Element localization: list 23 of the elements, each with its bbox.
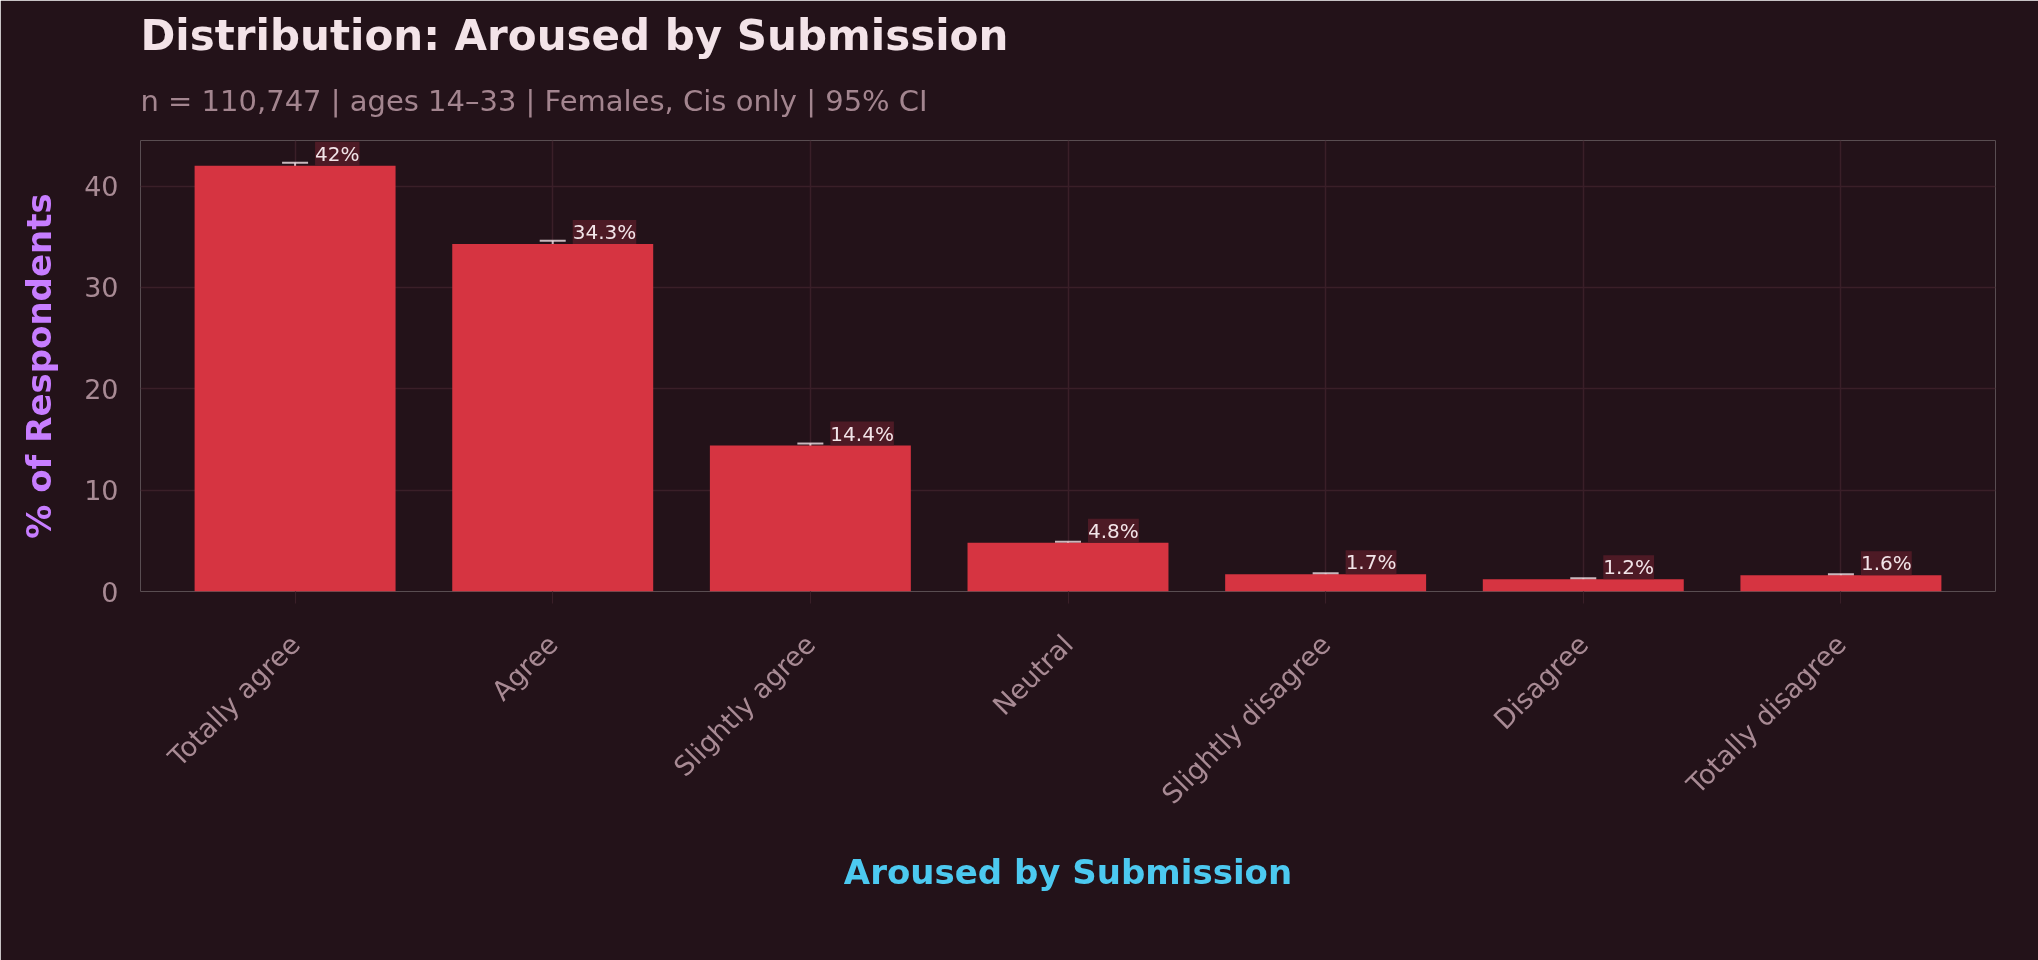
data-label: 1.6% — [1860, 551, 1912, 576]
y-tick-label: 30 — [84, 272, 119, 304]
y-tick-label: 0 — [101, 576, 119, 608]
bar — [967, 542, 1169, 592]
bar — [1482, 579, 1684, 592]
chart-title: Distribution: Aroused by Submission — [140, 10, 1009, 60]
data-label: 1.7% — [1345, 550, 1397, 575]
data-label: 14.4% — [830, 421, 894, 446]
bar — [1740, 575, 1942, 592]
y-axis-title: % of Respondents — [19, 193, 60, 539]
bar — [709, 445, 911, 592]
data-label: 34.3% — [572, 219, 637, 244]
y-tick-label: 10 — [84, 475, 119, 507]
y-tick-label: 40 — [84, 171, 119, 203]
bar — [194, 165, 396, 592]
y-tick-label: 20 — [84, 373, 119, 405]
data-label: 42% — [315, 141, 360, 166]
data-label: 1.2% — [1603, 555, 1655, 580]
data-label: 4.8% — [1088, 518, 1139, 543]
chart-subtitle: n = 110,747 | ages 14–33 | Females, Cis only | 95% CI — [140, 84, 928, 118]
x-axis-title: Aroused by Submission — [843, 851, 1293, 892]
bar — [1225, 574, 1427, 592]
bar — [452, 243, 654, 592]
